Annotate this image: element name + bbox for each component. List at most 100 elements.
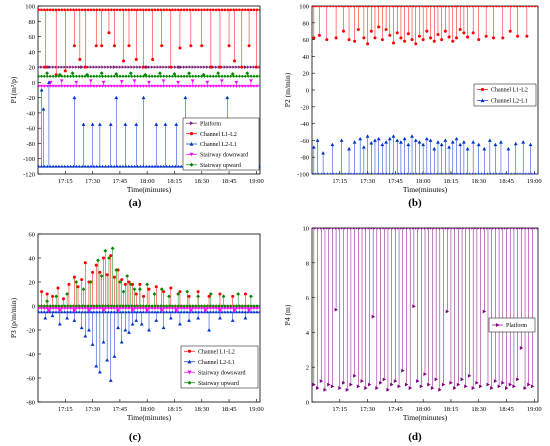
baseline-marker: [500, 228, 504, 230]
spike-marker: [417, 140, 422, 144]
baseline-marker: [441, 6, 445, 8]
baseline-marker: [376, 6, 380, 8]
spike-marker: [391, 41, 396, 45]
x-tick-label: 17:45: [388, 178, 403, 185]
x-tick-label: 18:00: [416, 178, 431, 185]
spike-marker: [404, 382, 409, 387]
y-tick-label: 0: [306, 400, 309, 407]
x-tick-label: 17:15: [58, 406, 73, 413]
y-tick-label: 100: [299, 4, 309, 11]
y-tick-label: 6: [306, 295, 310, 302]
spike-marker: [501, 36, 505, 40]
spike-marker: [245, 71, 250, 76]
spike-marker: [427, 382, 431, 387]
series-stairway-downward: [38, 79, 260, 88]
spike-marker: [159, 309, 164, 313]
x-tick-label: 17:30: [360, 406, 375, 413]
baseline-marker: [355, 228, 359, 230]
baseline-marker: [492, 228, 495, 230]
spike-marker: [78, 57, 82, 61]
y-tick-label: -80: [300, 155, 309, 162]
spike-marker: [477, 38, 481, 42]
spike-marker: [414, 42, 418, 46]
baseline-marker: [317, 228, 321, 230]
spike-marker: [130, 309, 135, 313]
spike-marker: [145, 65, 150, 69]
spike-marker: [471, 31, 475, 35]
spike-marker: [406, 142, 411, 147]
baseline-marker: [441, 228, 445, 230]
spike-marker: [134, 57, 138, 61]
baseline-marker: [323, 6, 326, 8]
legend-swatch-marker: [189, 121, 194, 126]
spike-marker: [438, 387, 442, 392]
spike-marker: [128, 71, 133, 76]
spike-marker: [117, 280, 122, 284]
spike-marker: [187, 71, 191, 76]
spike-marker: [462, 140, 466, 144]
spike-marker: [397, 384, 401, 389]
baseline-marker: [524, 228, 528, 230]
spike-marker: [429, 36, 433, 40]
y-tick-label: -60: [26, 376, 35, 383]
spike-marker: [395, 138, 400, 142]
legend-swatch-marker: [189, 132, 194, 136]
baseline-marker: [474, 6, 477, 8]
spike-marker: [395, 31, 399, 35]
spike-marker: [493, 379, 498, 384]
baseline-marker: [355, 6, 359, 8]
baseline-marker: [312, 6, 314, 8]
spike-marker: [109, 254, 113, 258]
spike-marker: [147, 328, 151, 332]
spike-marker: [43, 316, 48, 320]
spike-marker: [423, 372, 427, 377]
baseline-marker: [376, 172, 379, 174]
spike-marker: [163, 122, 168, 126]
x-tick-label: 18:30: [471, 178, 486, 185]
baseline-marker: [456, 172, 459, 174]
baseline-marker: [527, 228, 531, 230]
x-tick-label: 18:30: [194, 406, 209, 413]
baseline-marker: [361, 228, 365, 230]
baseline-marker: [462, 228, 466, 230]
baseline-marker: [337, 228, 341, 230]
y-tick-label: 4: [306, 330, 310, 337]
spike-marker: [167, 294, 171, 299]
baseline-marker: [379, 228, 383, 230]
spike-marker: [316, 386, 320, 390]
baseline-marker: [435, 228, 439, 230]
spike-marker: [445, 309, 450, 314]
spike-marker: [189, 44, 193, 48]
spike-marker: [380, 142, 385, 147]
baseline-marker: [347, 172, 350, 174]
baseline-marker: [370, 228, 374, 230]
baseline-marker: [332, 6, 335, 8]
spike-marker: [341, 380, 346, 385]
spike-marker: [205, 80, 210, 85]
baseline-marker: [516, 172, 518, 174]
legend-swatch-marker: [495, 323, 500, 327]
x-tick-label: 17:30: [85, 178, 100, 185]
x-tick-label: 17:15: [332, 406, 347, 413]
baseline-marker: [382, 228, 386, 230]
baseline-marker: [332, 172, 335, 174]
spike-marker: [152, 292, 157, 296]
y-tick-label: -40: [26, 352, 35, 359]
baseline-marker: [346, 228, 350, 230]
spike-marker: [80, 278, 84, 282]
x-axis-label: Time(minutes): [403, 185, 448, 194]
baseline-marker: [480, 172, 483, 174]
spike-marker: [475, 380, 479, 385]
spike-marker: [209, 65, 213, 69]
spike-marker: [516, 34, 520, 38]
spike-marker: [523, 386, 527, 390]
spike-marker: [80, 65, 84, 69]
spike-marker: [45, 71, 49, 76]
baseline-marker: [480, 6, 483, 8]
spike-marker: [527, 382, 531, 387]
spike-marker: [127, 280, 131, 284]
spike-marker: [123, 328, 128, 332]
baseline-marker: [364, 228, 368, 230]
spike-marker: [57, 322, 62, 326]
x-tick-label: 19:00: [527, 178, 542, 185]
